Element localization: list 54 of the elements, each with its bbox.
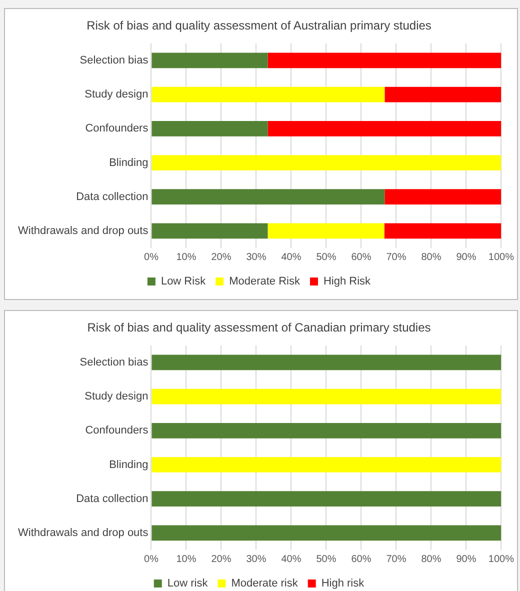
bar [152, 223, 268, 239]
x-tick-label: 100% [488, 554, 514, 565]
y-tick-label: Blinding [109, 458, 148, 471]
x-tick-label: 30% [246, 252, 266, 263]
bar [384, 189, 502, 205]
x-tick-label: 80% [421, 252, 442, 263]
x-tick-label: 0% [144, 252, 159, 263]
x-tick-label: 80% [421, 554, 442, 565]
y-tick-label: Selection bias [80, 356, 149, 368]
y-tick-label: Withdrawals and drop outs [18, 526, 149, 539]
x-tick-label: 30% [246, 554, 266, 565]
x-tick-label: 40% [281, 252, 302, 263]
x-tick-label: 10% [176, 554, 196, 565]
chart-title: Risk of bias and quality assessment of Canadian primary studies [87, 320, 431, 335]
bar [152, 86, 385, 102]
bar [384, 223, 502, 239]
x-tick-label: 50% [316, 252, 336, 263]
x-tick-label: 20% [211, 252, 232, 263]
x-tick-label: 70% [386, 554, 406, 565]
x-tick-label: 20% [211, 554, 232, 565]
bar [152, 52, 268, 68]
x-tick-label: 70% [386, 252, 406, 263]
bar [152, 120, 268, 136]
x-tick-label: 100% [488, 252, 514, 263]
y-tick-label: Study design [84, 390, 148, 403]
legend-label: High Risk [323, 276, 372, 288]
bar [268, 223, 384, 239]
y-tick-label: Data collection [76, 492, 148, 505]
y-tick-label: Withdrawals and drop outs [18, 224, 149, 237]
x-tick-label: 10% [176, 252, 196, 263]
y-tick-label: Selection bias [80, 54, 149, 66]
x-tick-label: 90% [456, 554, 476, 565]
x-tick-label: 60% [351, 252, 372, 263]
x-tick-label: 0% [144, 554, 159, 565]
bar [152, 189, 385, 205]
x-tick-label: 60% [351, 554, 372, 565]
y-tick-label: Confounders [85, 122, 149, 135]
bar [152, 155, 502, 170]
legend-label: Low risk [167, 578, 208, 590]
y-tick-label: Blinding [109, 156, 148, 169]
legend-label: High risk [321, 578, 365, 590]
y-tick-label: Study design [84, 88, 148, 101]
x-tick-label: 90% [456, 252, 476, 263]
legend-label: Low Risk [160, 276, 206, 288]
bar [268, 52, 502, 68]
chart-title: Risk of bias and quality assessment of Australian primary studies [86, 18, 432, 33]
y-tick-label: Data collection [76, 190, 148, 203]
bar [384, 86, 502, 102]
bar [268, 120, 502, 136]
y-tick-label: Confounders [85, 424, 149, 437]
legend-label: Moderate risk [231, 578, 298, 590]
x-tick-label: 50% [316, 554, 336, 565]
legend-label: Moderate Risk [229, 276, 300, 288]
x-tick-label: 40% [281, 554, 302, 565]
